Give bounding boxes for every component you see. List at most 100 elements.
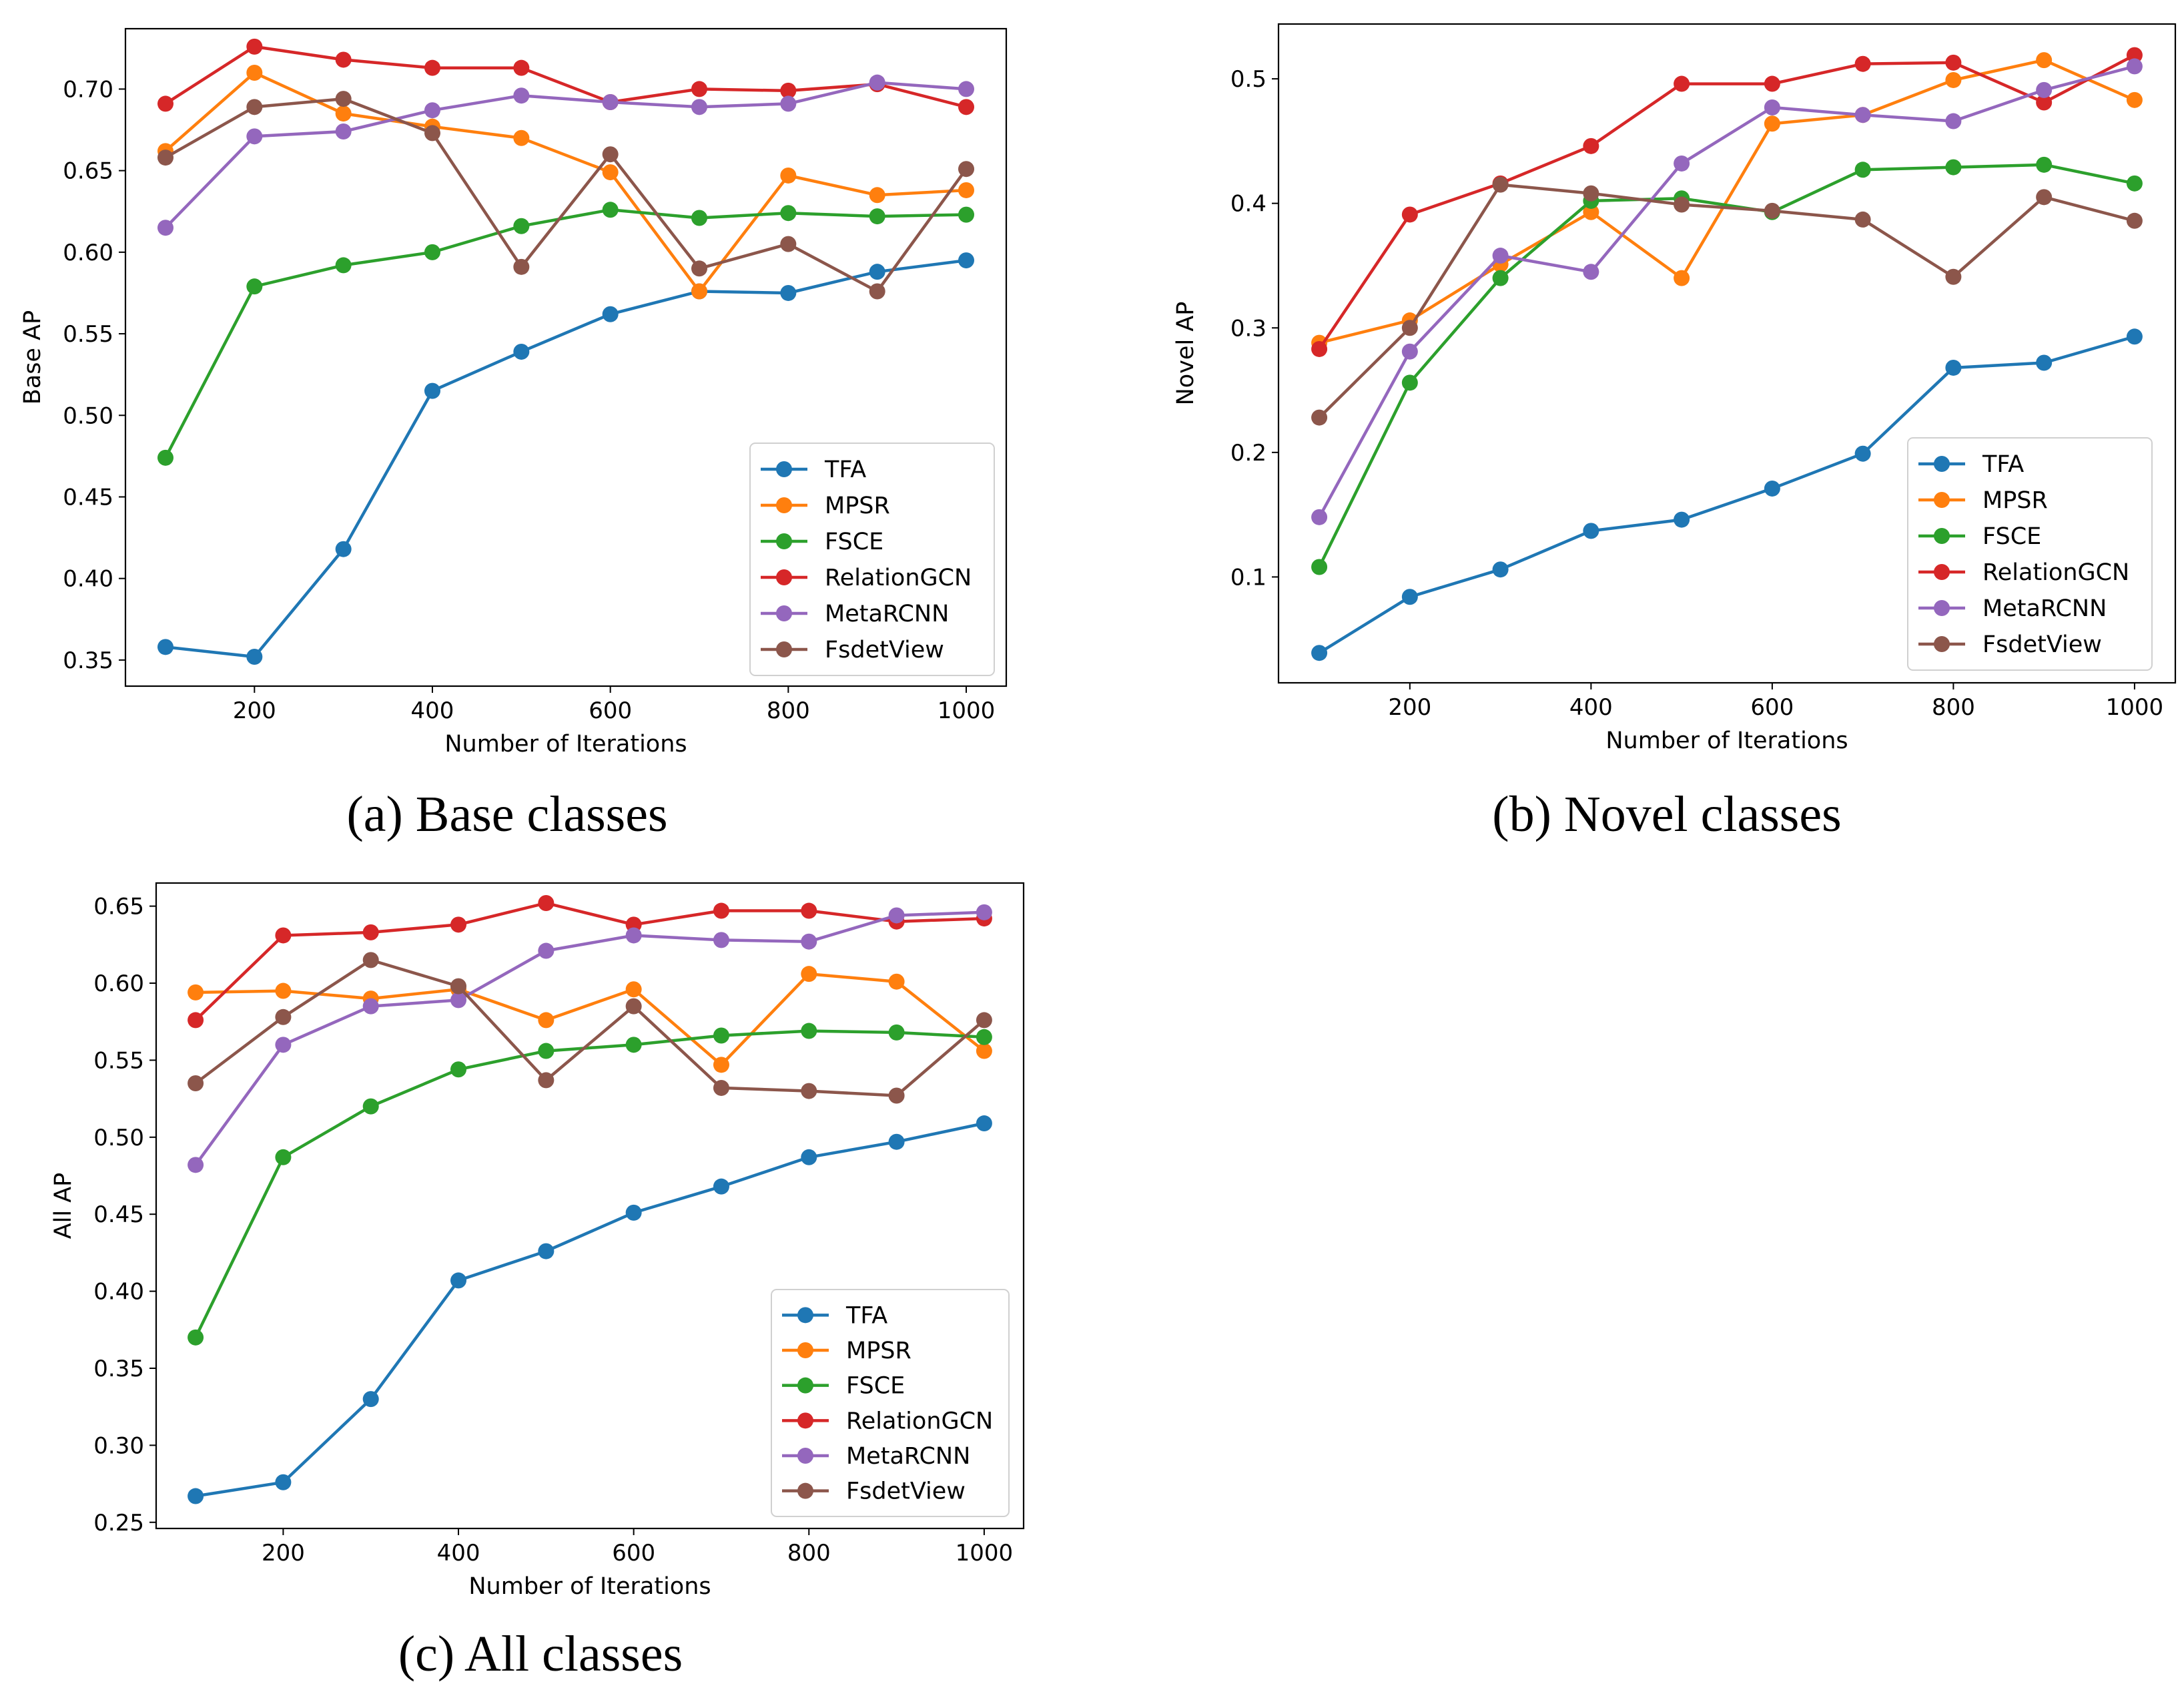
legend-label: RelationGCN [825, 565, 972, 591]
data-point [2036, 156, 2053, 173]
series-mpsr [1311, 52, 2143, 351]
panel-caption: (b) Novel classes [1492, 786, 1841, 842]
legend-marker [1934, 456, 1950, 472]
y-tick-label: 0.25 [93, 1510, 144, 1536]
y-tick-label: 0.30 [93, 1432, 144, 1459]
y-tick-label: 0.35 [63, 647, 113, 674]
legend-marker [797, 1342, 813, 1358]
series-line [196, 972, 986, 1067]
data-point [2036, 354, 2053, 371]
data-point [602, 164, 619, 181]
data-point [362, 952, 379, 968]
legend-item-fsce: FSCE [782, 1373, 905, 1400]
data-point [362, 924, 379, 940]
data-point [538, 895, 555, 912]
x-tick-label: 1000 [938, 697, 996, 724]
data-point [780, 95, 797, 112]
y-axis-label: Novel AP [1172, 302, 1199, 406]
data-point [780, 205, 797, 222]
legend-label: TFA [845, 1302, 887, 1329]
data-point [335, 91, 352, 107]
data-point [1311, 645, 1328, 661]
data-point [625, 1037, 642, 1053]
data-point [1401, 320, 1418, 336]
data-point [157, 639, 173, 655]
data-point [1492, 270, 1509, 286]
legend-marker [797, 1448, 813, 1464]
legend-label: RelationGCN [1982, 559, 2129, 586]
legend-label: TFA [824, 457, 866, 483]
legend-item-fsdetview: FsdetView [761, 637, 944, 663]
data-point [513, 343, 530, 360]
data-point [1764, 99, 1780, 116]
legend: TFA MPSR FSCE RelationGCN MetaRCNN FsdetView [771, 1289, 1010, 1517]
series-fsdetview [1311, 176, 2143, 426]
data-point [958, 81, 974, 97]
data-point [2036, 52, 2053, 69]
y-tick-label: 0.45 [93, 1201, 144, 1228]
series-line [194, 958, 986, 1097]
data-point [538, 1072, 555, 1089]
series-fsdetview [188, 952, 992, 1104]
data-point [625, 998, 642, 1015]
data-point [1854, 445, 1871, 462]
data-point [513, 59, 530, 76]
data-point [450, 916, 467, 933]
data-point [1764, 202, 1780, 219]
data-point [2126, 328, 2143, 345]
plot-frame [155, 882, 1025, 1530]
data-point [275, 927, 292, 944]
data-point [362, 1391, 379, 1408]
y-tick-label: 0.55 [93, 1047, 144, 1074]
series-line [1318, 183, 2135, 419]
data-point [1583, 185, 1599, 202]
data-point [780, 284, 797, 301]
data-point [958, 252, 974, 269]
series-line [165, 258, 967, 659]
y-tick-label: 0.3 [1230, 315, 1266, 342]
data-point [1945, 159, 1962, 176]
legend-label: RelationGCN [846, 1408, 993, 1434]
data-point [958, 182, 974, 198]
y-tick-label: 0.5 [1230, 66, 1266, 93]
x-axis-label: Number of Iterations [1605, 728, 1848, 754]
data-point [188, 1157, 204, 1173]
legend-box [1907, 437, 2153, 671]
legend-marker [797, 1377, 813, 1394]
data-point [188, 1329, 204, 1346]
data-point [1764, 480, 1780, 497]
legend-item-fsdetview: FsdetView [1918, 631, 2102, 658]
data-point [1401, 589, 1418, 605]
x-tick-label: 1000 [2106, 694, 2164, 721]
series-line [195, 1121, 985, 1498]
series-mpsr [157, 64, 974, 300]
x-axis-label: Number of Iterations [468, 1573, 711, 1600]
legend-label: MetaRCNN [825, 601, 949, 627]
data-point [2126, 175, 2143, 192]
data-point [188, 1012, 204, 1029]
chart-base: 200 400 600 800 1000 0.35 0.40 0.45 0.50 0.55 0.60… [19, 27, 1008, 842]
chart-novel: 200 400 600 800 1000 0.1 0.2 0.3 0.4 0.5 Number of… [1172, 23, 2177, 842]
data-point [801, 1083, 817, 1099]
data-point [1674, 511, 1690, 528]
data-point [888, 973, 905, 990]
data-point [713, 932, 729, 948]
data-point [1674, 155, 1690, 172]
data-point [1945, 54, 1962, 71]
x-tick-label: 1000 [956, 1540, 1014, 1567]
data-point [713, 1079, 729, 1096]
data-point [275, 1009, 292, 1025]
legend-item-mpsr: MPSR [1918, 487, 2048, 514]
data-point [625, 981, 642, 998]
series-line [1318, 335, 2135, 655]
data-point [1945, 71, 1962, 88]
data-point [1583, 137, 1599, 154]
y-axis-label: Base AP [19, 310, 46, 404]
y-tick-label: 0.50 [93, 1125, 144, 1151]
data-point [1311, 340, 1328, 357]
series-tfa [1311, 328, 2143, 661]
x-tick-label: 200 [262, 1540, 305, 1567]
series-line [164, 81, 967, 229]
series-tfa [188, 1115, 992, 1504]
